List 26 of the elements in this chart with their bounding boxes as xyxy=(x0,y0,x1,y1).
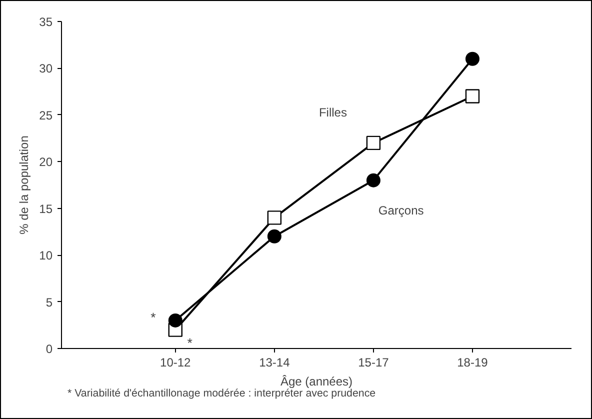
point xyxy=(366,136,381,150)
point xyxy=(267,210,282,225)
point xyxy=(267,229,282,244)
x-tick-label: 18-19 xyxy=(457,356,488,370)
y-tick-label: 25 xyxy=(39,108,53,122)
x-tick-label: 10-12 xyxy=(160,356,192,370)
point xyxy=(168,313,182,328)
annotation: * xyxy=(150,310,156,326)
x-axis-title: Âge (années) xyxy=(280,374,353,388)
annotation: * xyxy=(187,335,192,350)
y-tick-label: 10 xyxy=(39,248,53,263)
y-tick-label: 0 xyxy=(46,342,53,356)
y-tick-label: 15 xyxy=(39,202,53,216)
point xyxy=(465,52,480,66)
y-tick-label: 35 xyxy=(39,15,53,29)
point xyxy=(465,89,480,104)
y-axis-title: % de la population xyxy=(17,136,32,234)
y-tick-label: 20 xyxy=(39,155,53,170)
y-tick-label: 30 xyxy=(39,62,53,76)
series-label: Garçons xyxy=(378,204,424,218)
text: * Variabilité d'échantillonage modérée : interpréter avec prudence xyxy=(68,388,376,400)
x-tick-label: 13-14 xyxy=(259,356,290,370)
x-tick-label: 15-17 xyxy=(358,356,390,370)
y-tick-label: 5 xyxy=(46,295,53,310)
point xyxy=(366,173,380,188)
text: Filles xyxy=(318,106,347,120)
